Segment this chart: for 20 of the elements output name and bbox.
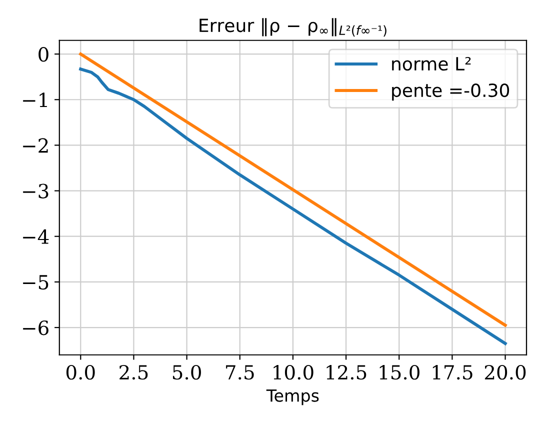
x-tick-label: 12.5 (326, 364, 366, 380)
legend-label: norme L² (392, 56, 471, 71)
y-tick-label: −6 (23, 320, 48, 336)
y-tick-label: 0 (38, 47, 48, 62)
x-tick-label: 20.0 (484, 364, 526, 380)
y-tick-label: −1 (23, 92, 47, 108)
y-tick-label: −4 (23, 229, 49, 244)
y-tick-label: −5 (23, 275, 48, 290)
x-tick-label: 15.0 (380, 364, 420, 380)
x-tick-label: 17.5 (432, 364, 472, 380)
x-axis-title: Temps (266, 389, 319, 406)
chart-title: Erreur ‖ρ − ρ$_{∞}$‖$_{L²(f∞⁻¹)}$ (200, 18, 386, 37)
x-tick-label: 2.5 (120, 364, 148, 380)
x-tick-label: 0.0 (66, 364, 95, 380)
y-tick-label: −2 (23, 138, 48, 153)
x-tick-label: 7.5 (226, 365, 254, 380)
x-tick-label: 10.0 (274, 364, 314, 380)
legend-label: pente =-0.30 (392, 83, 510, 101)
y-tick-label: −3 (23, 184, 48, 198)
x-tick-label: 5.0 (172, 364, 201, 380)
